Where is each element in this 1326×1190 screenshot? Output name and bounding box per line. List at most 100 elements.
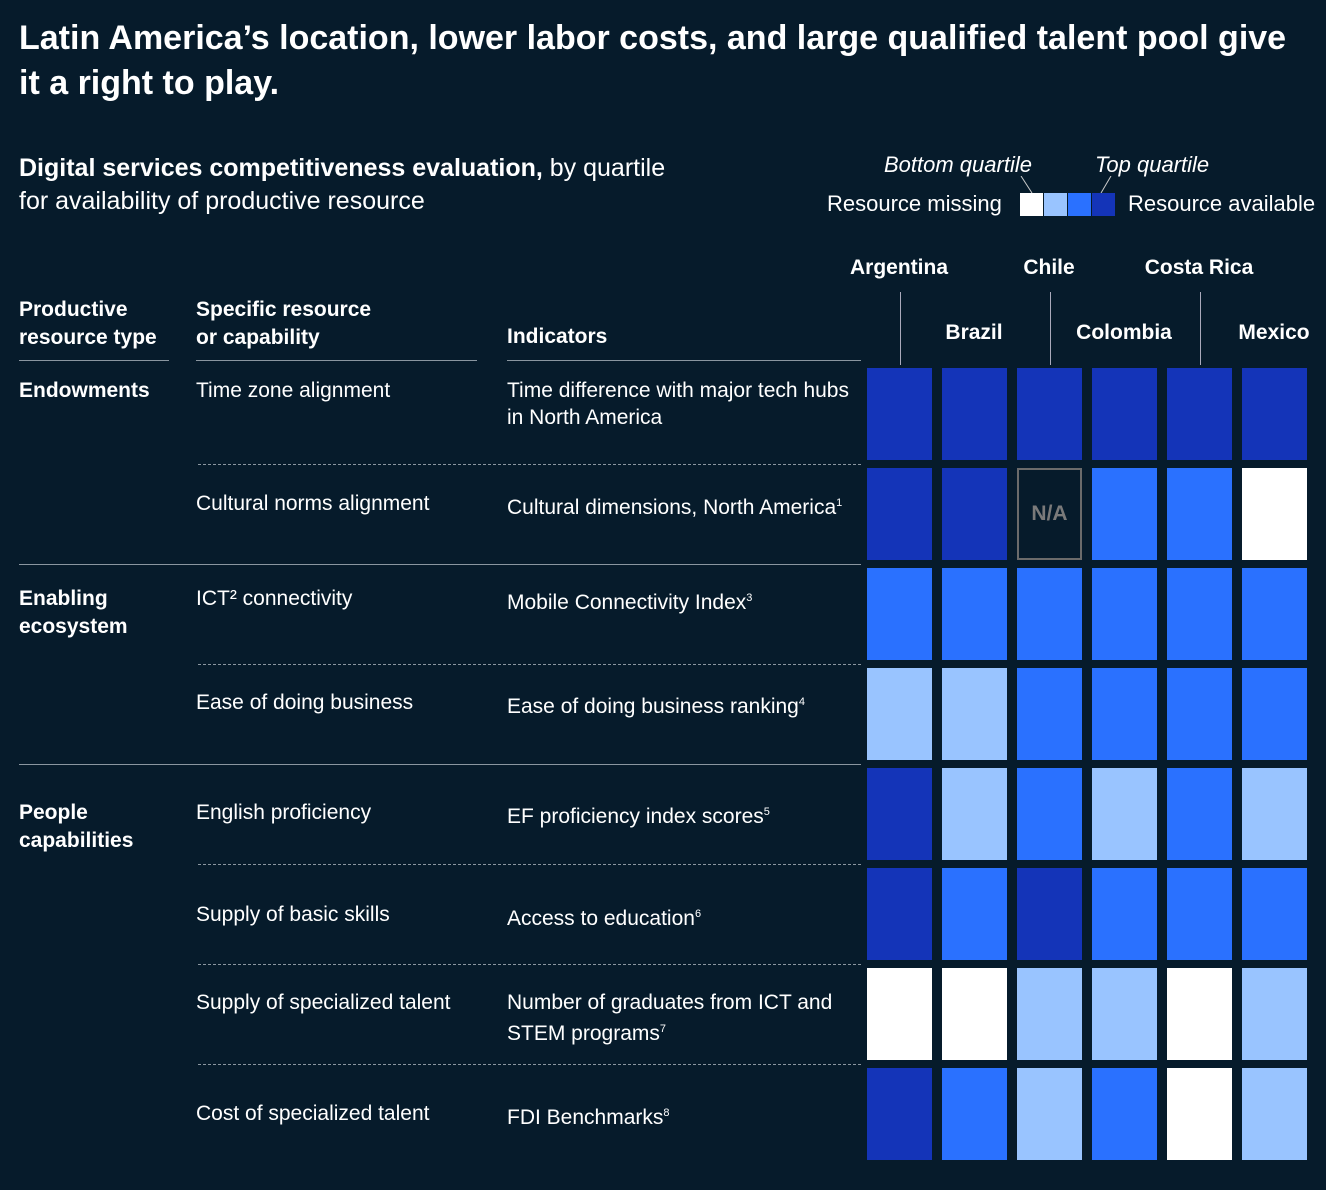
country-label-costa-rica: Costa Rica	[1144, 256, 1254, 279]
resource-label: ICT² connectivity	[196, 587, 353, 610]
country-label-argentina: Argentina	[849, 256, 949, 279]
heatmap-cell	[1092, 1068, 1157, 1160]
row-divider	[198, 864, 861, 865]
country-tick	[1200, 292, 1201, 365]
indicator-label: FDI Benchmarks8	[507, 1100, 852, 1131]
heatmap-cell	[867, 668, 932, 760]
heatmap-cell	[867, 868, 932, 960]
footnote-mark: 4	[798, 696, 805, 708]
indicator-label: Time difference with major tech hubs in …	[507, 377, 852, 431]
heatmap-cell	[1242, 868, 1307, 960]
heatmap-cell	[1167, 968, 1232, 1060]
legend-resource-missing: Resource missing	[827, 191, 1002, 216]
heatmap-cell	[1017, 968, 1082, 1060]
country-tick	[900, 292, 901, 365]
indicator-text: Cultural dimensions, North America	[507, 496, 837, 519]
heatmap-cell	[1017, 768, 1082, 860]
heatmap-cell	[942, 768, 1007, 860]
heatmap-cell	[942, 568, 1007, 660]
indicator-label: Ease of doing business ranking4	[507, 689, 852, 720]
heatmap-cell	[1167, 868, 1232, 960]
indicator-label: Access to education6	[507, 901, 852, 932]
footnote-mark: 6	[694, 908, 702, 920]
group-divider	[19, 764, 861, 765]
country-label-mexico: Mexico	[1238, 321, 1310, 344]
row-divider	[198, 1064, 861, 1065]
indicator-text: Mobile Connectivity Index	[507, 591, 747, 614]
legend-swatch-q1	[1020, 193, 1043, 216]
indicator-text: EF proficiency index scores	[507, 805, 764, 828]
heatmap-cell	[1242, 368, 1307, 460]
indicator-text: Ease of doing business ranking	[507, 695, 799, 718]
group-label: Endowments	[19, 379, 150, 402]
heatmap-cell	[867, 768, 932, 860]
resource-label: Supply of basic skills	[196, 903, 390, 926]
heatmap-cell	[867, 368, 932, 460]
footnote-mark: 8	[663, 1107, 670, 1119]
country-label-chile: Chile	[1023, 256, 1075, 279]
heatmap-cell	[867, 568, 932, 660]
legend-swatch-q4	[1092, 193, 1115, 216]
row-divider	[198, 464, 861, 465]
indicator-label: Mobile Connectivity Index3	[507, 585, 852, 616]
heatmap-cell	[867, 968, 932, 1060]
indicator-text: Number of graduates from ICT and STEM pr…	[507, 991, 833, 1045]
heatmap-cell	[867, 468, 932, 560]
heatmap-cell	[1017, 568, 1082, 660]
heatmap-cell	[1017, 668, 1082, 760]
header-resource: Specific resource or capability	[196, 298, 372, 349]
indicator-text: FDI Benchmarks	[507, 1106, 664, 1129]
heatmap-cell	[1017, 368, 1082, 460]
subtitle-line2: for availability of productive resource	[19, 187, 425, 215]
heatmap-cell	[1092, 568, 1157, 660]
legend-resource-available: Resource available	[1128, 191, 1316, 216]
resource-label: Cultural norms alignment	[196, 492, 430, 515]
heatmap-cell-na: N/A	[1017, 468, 1082, 560]
heatmap-cell	[1242, 568, 1307, 660]
row-divider	[198, 964, 861, 965]
resource-label: Time zone alignment	[196, 379, 391, 402]
heatmap-cell	[942, 368, 1007, 460]
country-label-brazil: Brazil	[945, 321, 1003, 344]
legend-top-quartile: Top quartile	[1095, 152, 1210, 177]
heatmap-cell	[1242, 768, 1307, 860]
header-rule	[196, 360, 477, 361]
footnote-mark: 1	[836, 497, 843, 509]
heatmap-cell	[1167, 668, 1232, 760]
heatmap-cell	[1092, 968, 1157, 1060]
heatmap-cell	[1242, 968, 1307, 1060]
header-resource-type: Productive resource type	[19, 298, 157, 349]
legend-swatch-q2	[1044, 193, 1067, 216]
subtitle-bold: Digital services competitiveness evaluat…	[19, 154, 543, 182]
heatmap-cell	[1167, 568, 1232, 660]
heatmap-cell	[1092, 468, 1157, 560]
footnote-mark: 7	[659, 1023, 666, 1035]
heatmap-cell	[942, 668, 1007, 760]
chart-subtitle: Digital services competitiveness evaluat…	[19, 152, 665, 218]
resource-label: Cost of specialized talent	[196, 1102, 430, 1125]
header-rule	[507, 360, 861, 361]
heatmap-cell	[1092, 368, 1157, 460]
heatmap-cell	[1167, 468, 1232, 560]
subtitle-rest: by quartile	[542, 154, 666, 182]
heatmap-cell	[1017, 868, 1082, 960]
indicator-label: Cultural dimensions, North America1	[507, 490, 852, 521]
indicator-text: Time difference with major tech hubs in …	[507, 379, 849, 429]
heatmap-cell	[1167, 1068, 1232, 1160]
resource-label: Supply of specialized talent	[196, 991, 451, 1014]
indicator-label: EF proficiency index scores5	[507, 799, 852, 830]
indicator-text: Access to education	[507, 907, 695, 930]
footnote-mark: 5	[763, 806, 770, 818]
heatmap-cell	[1092, 768, 1157, 860]
heatmap-cell	[1092, 868, 1157, 960]
country-label-colombia: Colombia	[1076, 321, 1172, 344]
legend-swatch-q3	[1068, 193, 1091, 216]
heatmap-cell	[1167, 368, 1232, 460]
row-divider	[198, 664, 861, 665]
header-rule	[19, 360, 169, 361]
heatmap-cell	[1017, 1068, 1082, 1160]
heatmap-cell	[1092, 668, 1157, 760]
heatmap-cell	[942, 968, 1007, 1060]
legend-bottom-quartile: Bottom quartile	[884, 152, 1032, 177]
group-label: Enabling ecosystem	[19, 587, 128, 638]
